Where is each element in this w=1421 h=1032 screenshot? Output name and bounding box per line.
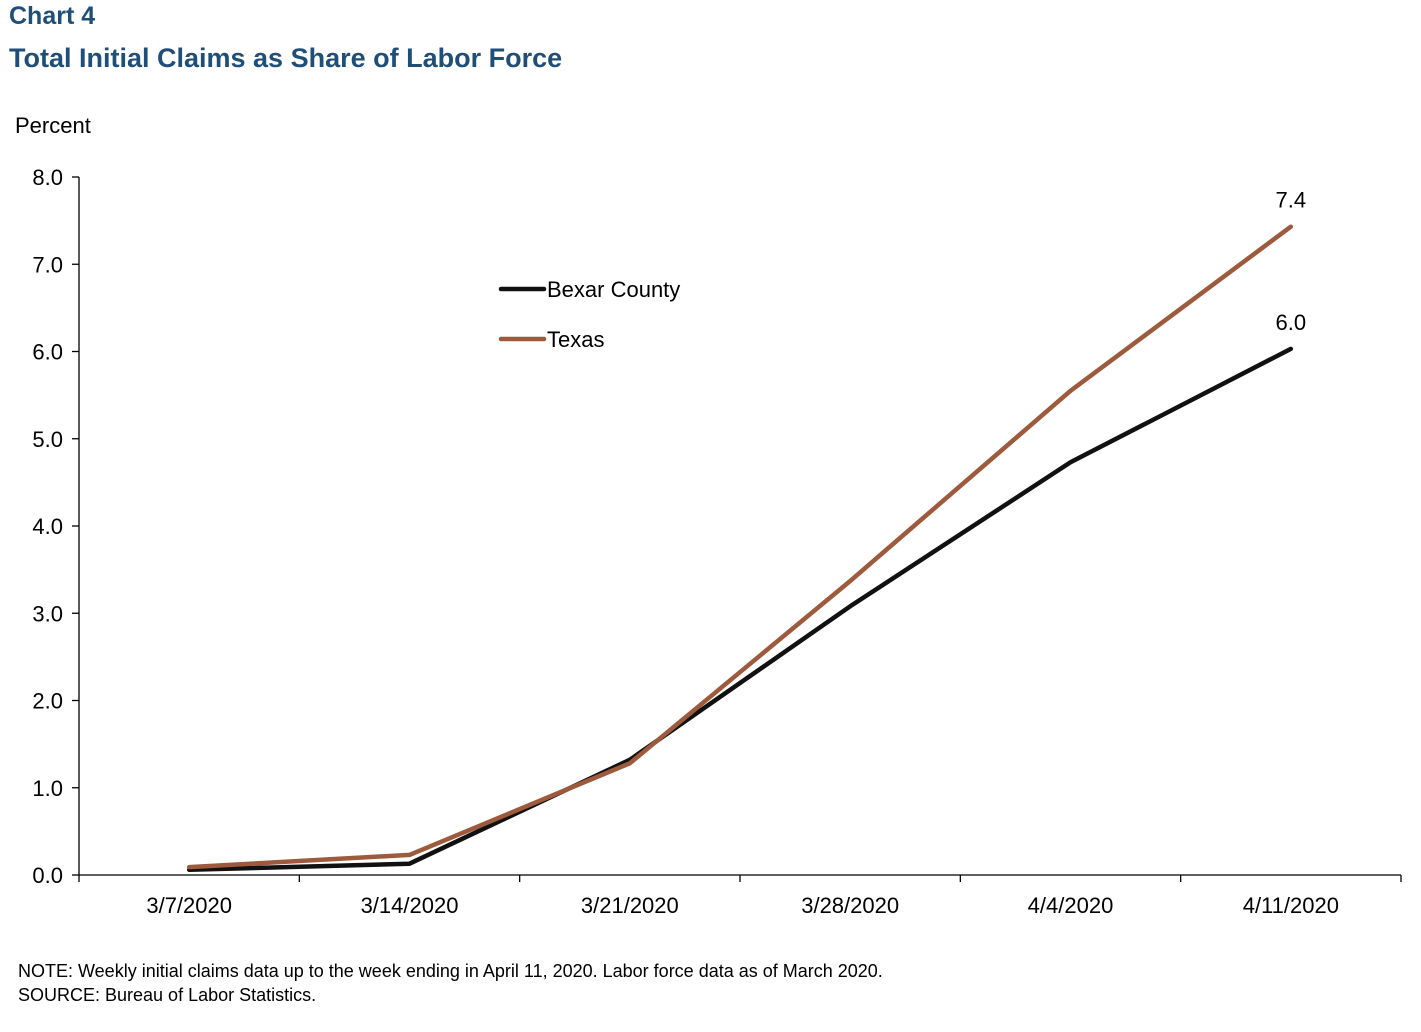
y-tick-label: 5.0 <box>32 427 63 452</box>
x-tick-label: 4/11/2020 <box>1243 893 1339 918</box>
y-tick-label: 4.0 <box>32 514 63 539</box>
data-label-bexar-county: 6.0 <box>1276 310 1307 335</box>
x-tick-label: 3/7/2020 <box>146 893 232 918</box>
y-tick-label: 8.0 <box>32 165 63 190</box>
series-line-bexar-county <box>186 346 1294 873</box>
series-line-texas <box>186 224 1294 870</box>
note-text: NOTE: Weekly initial claims data up to t… <box>18 961 883 981</box>
x-tick-label: 3/21/2020 <box>581 893 679 918</box>
y-axis-label: Percent <box>15 113 91 138</box>
source-text: SOURCE: Bureau of Labor Statistics. <box>18 985 317 1005</box>
x-tick-label: 3/14/2020 <box>361 893 459 918</box>
chart-title: Total Initial Claims as Share of Labor F… <box>9 43 563 73</box>
footnotes: NOTE: Weekly initial claims data up to t… <box>18 959 883 1007</box>
data-label-texas: 7.4 <box>1276 188 1307 213</box>
legend-label: Texas <box>547 327 604 352</box>
y-tick-label: 6.0 <box>32 340 63 365</box>
y-tick-label: 3.0 <box>32 601 63 626</box>
legend-label: Bexar County <box>547 277 680 302</box>
y-tick-label: 1.0 <box>32 776 63 801</box>
y-tick-label: 7.0 <box>32 252 63 277</box>
x-tick-label: 4/4/2020 <box>1028 893 1114 918</box>
y-tick-label: 2.0 <box>32 689 63 714</box>
x-tick-label: 3/28/2020 <box>801 893 899 918</box>
chart-number: Chart 4 <box>9 2 96 30</box>
y-tick-label: 0.0 <box>32 863 63 888</box>
